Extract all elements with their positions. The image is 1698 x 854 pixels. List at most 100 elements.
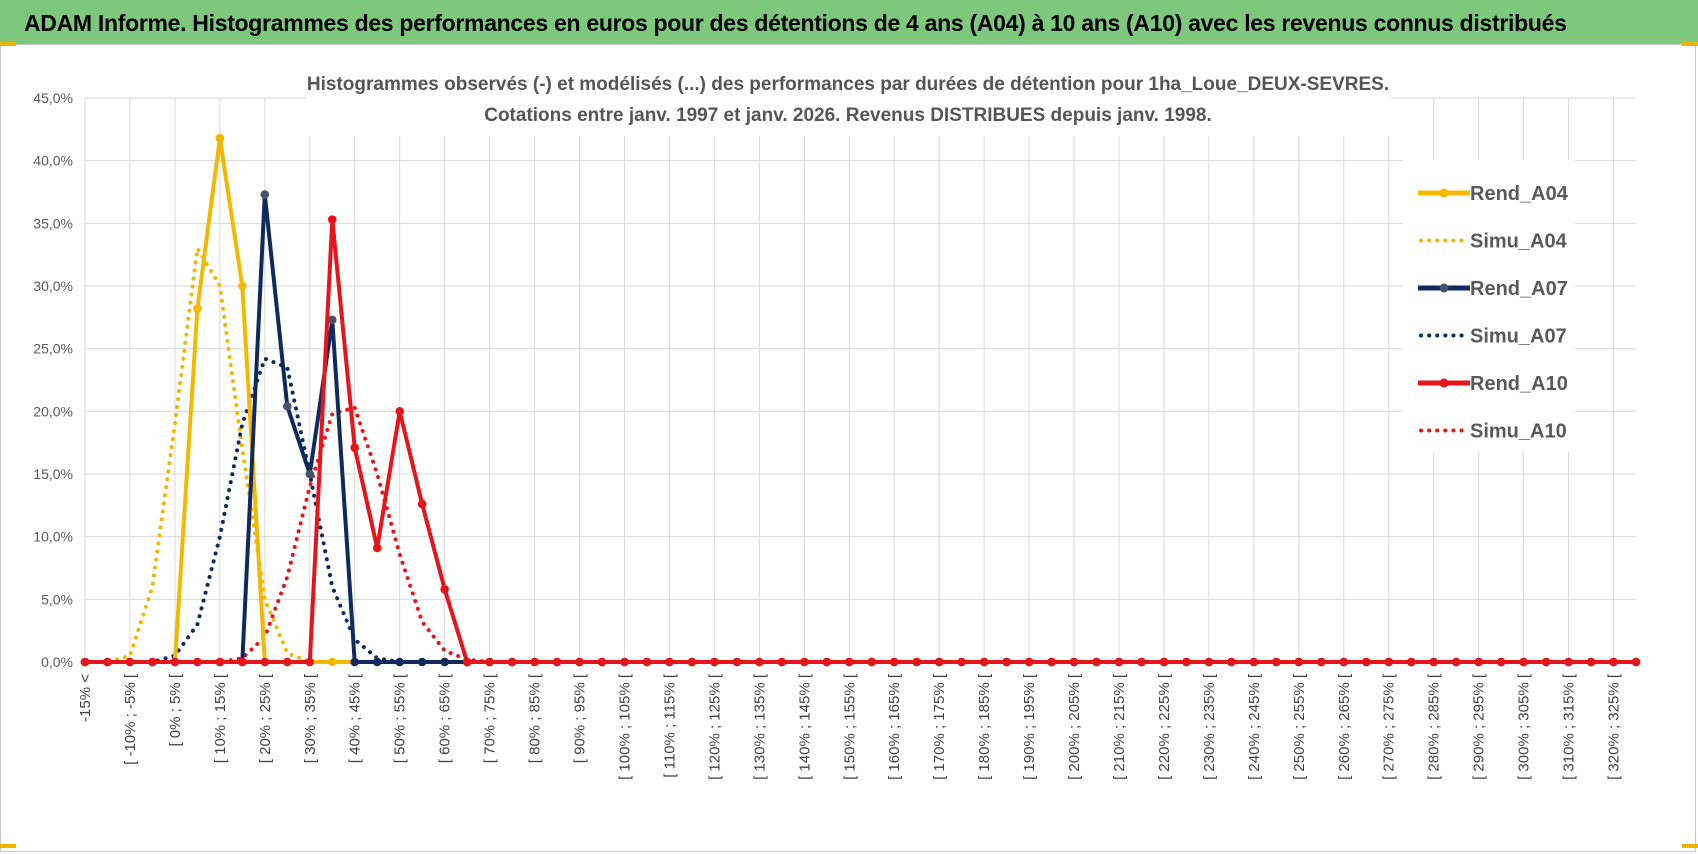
data-point-Rend_A10 (462, 657, 472, 667)
data-point-Rend_A07 (350, 657, 360, 667)
data-point-Rend_A10 (1519, 657, 1528, 667)
data-point-Rend_A10 (417, 499, 427, 509)
data-point-Rend_A04 (238, 281, 247, 291)
legend-label: Simu_A07 (1470, 326, 1567, 348)
x-tick-label: [ 200% ; 205% [ (1066, 673, 1083, 780)
y-axis: 0,0% 5,0% 10,0% 15,0% 20,0% 25,0% 30,0% 35,0% 40… (33, 90, 73, 670)
x-tick-label: [ 60% ; 65% [ (437, 673, 454, 763)
x-tick-label: [ 50% ; 55% [ (392, 673, 409, 763)
chart-title-line2: Cotations entre janv. 1997 et janv. 2026… (484, 105, 1212, 126)
data-point-Rend_A10 (1092, 657, 1101, 667)
data-point-Rend_A04 (193, 304, 202, 313)
data-point-Rend_A10 (80, 657, 90, 667)
y-tick-label: 40,0% (33, 153, 73, 169)
data-point-Rend_A07 (283, 402, 292, 411)
legend-item-Rend_A10: Rend_A10 (1418, 373, 1568, 395)
x-tick-label: [ 230% ; 235% [ (1201, 673, 1218, 780)
data-point-Rend_A07 (327, 315, 337, 325)
chart-frame (0, 44, 1696, 852)
data-point-Rend_A10 (530, 657, 539, 667)
x-tick-label: [ 160% ; 165% [ (886, 673, 903, 780)
x-tick-label: [ 240% ; 245% [ (1246, 673, 1263, 780)
legend-marker (1439, 188, 1449, 198)
data-point-Rend_A10 (305, 657, 315, 667)
legend-item-Rend_A04: Rend_A04 (1418, 183, 1569, 205)
data-point-Rend_A10 (1294, 657, 1304, 667)
x-tick-label: [ 0% ; 5% [ (167, 673, 184, 746)
x-tick-label: [ 250% ; 255% [ (1291, 673, 1308, 780)
data-point-Rend_A10 (148, 657, 157, 667)
x-tick-label: [ 280% ; 285% [ (1426, 673, 1443, 780)
x-tick-label: [ 170% ; 175% [ (931, 673, 948, 780)
data-point-Rend_A10 (597, 657, 607, 667)
data-point-Rend_A10 (1361, 657, 1371, 667)
legend-marker (1439, 283, 1449, 293)
data-point-Rend_A10 (889, 657, 899, 667)
data-point-Rend_A10 (395, 407, 404, 416)
legend-marker (1439, 378, 1449, 388)
data-point-Rend_A10 (912, 657, 921, 667)
data-point-Rend_A10 (934, 657, 944, 667)
data-point-Rend_A07 (417, 657, 427, 667)
x-tick-label: [ 320% ; 325% [ (1606, 673, 1623, 780)
x-tick-label: [ 210% ; 215% [ (1111, 673, 1128, 780)
data-point-Rend_A10 (215, 657, 225, 667)
y-tick-label: 20,0% (33, 403, 73, 419)
data-point-Rend_A10 (1541, 657, 1551, 667)
data-point-Rend_A10 (642, 657, 652, 667)
data-point-Rend_A10 (800, 657, 809, 667)
x-tick-label: [ 10% ; 15% [ (212, 673, 229, 763)
data-point-Rend_A10 (1631, 657, 1641, 667)
data-point-Rend_A10 (755, 657, 764, 667)
legend-item-Simu_A04: Simu_A04 (1419, 231, 1568, 253)
data-point-Rend_A10 (1002, 657, 1011, 667)
x-tick-label: [ 70% ; 75% [ (482, 673, 499, 763)
data-point-Rend_A10 (957, 657, 966, 667)
data-point-Rend_A10 (1069, 657, 1079, 667)
data-point-Rend_A10 (283, 657, 292, 667)
data-point-Rend_A10 (1451, 657, 1461, 667)
data-point-Rend_A10 (1384, 657, 1394, 667)
series-Rend_A10 (80, 215, 1641, 667)
data-point-Rend_A10 (665, 657, 674, 667)
data-point-Rend_A10 (1249, 657, 1259, 667)
x-tick-label: -15% < (77, 674, 94, 722)
data-point-Rend_A10 (1339, 657, 1349, 667)
data-point-Rend_A10 (485, 657, 494, 667)
corner-mark (1682, 42, 1698, 46)
data-point-Rend_A10 (260, 657, 270, 667)
y-tick-label: 35,0% (33, 215, 73, 231)
banner-title: ADAM Informe. Histogrammes des performan… (24, 10, 1567, 36)
x-axis: -15% < [ -10% ; -5% [[ 0% ; 5% [[ 10% ; 1… (77, 661, 1636, 780)
chart-grid (84, 97, 1636, 663)
data-point-Rend_A10 (238, 657, 247, 667)
data-point-Rend_A10 (1317, 657, 1326, 667)
data-point-Rend_A10 (979, 657, 989, 667)
data-point-Rend_A07 (395, 657, 404, 667)
data-point-Rend_A10 (1159, 657, 1169, 667)
x-tick-label: [ 80% ; 85% [ (527, 673, 544, 763)
y-tick-label: 30,0% (33, 278, 73, 294)
x-tick-label: [ 220% ; 225% [ (1156, 673, 1173, 780)
x-tick-label: [ 150% ; 155% [ (841, 673, 858, 780)
data-point-Rend_A10 (372, 543, 382, 553)
legend-label: Simu_A04 (1470, 231, 1568, 253)
data-point-Rend_A10 (1024, 657, 1034, 667)
data-point-Rend_A10 (125, 657, 135, 667)
corner-mark (1682, 844, 1698, 848)
data-point-Rend_A10 (350, 443, 360, 452)
x-tick-label: [ 190% ; 195% [ (1021, 673, 1038, 780)
y-tick-label: 0,0% (41, 654, 73, 670)
data-point-Rend_A10 (687, 657, 697, 667)
data-point-Rend_A10 (1609, 657, 1618, 667)
data-point-Rend_A10 (1137, 657, 1146, 667)
x-tick-label: [ 310% ; 315% [ (1561, 673, 1578, 780)
data-point-Rend_A07 (372, 657, 382, 667)
data-point-Rend_A10 (710, 657, 719, 667)
data-point-Rend_A10 (1474, 657, 1483, 667)
x-tick-label: [ 290% ; 295% [ (1471, 673, 1488, 780)
data-point-Rend_A04 (215, 133, 225, 143)
x-tick-label: [ 20% ; 25% [ (257, 673, 274, 763)
data-point-Rend_A07 (305, 469, 315, 479)
